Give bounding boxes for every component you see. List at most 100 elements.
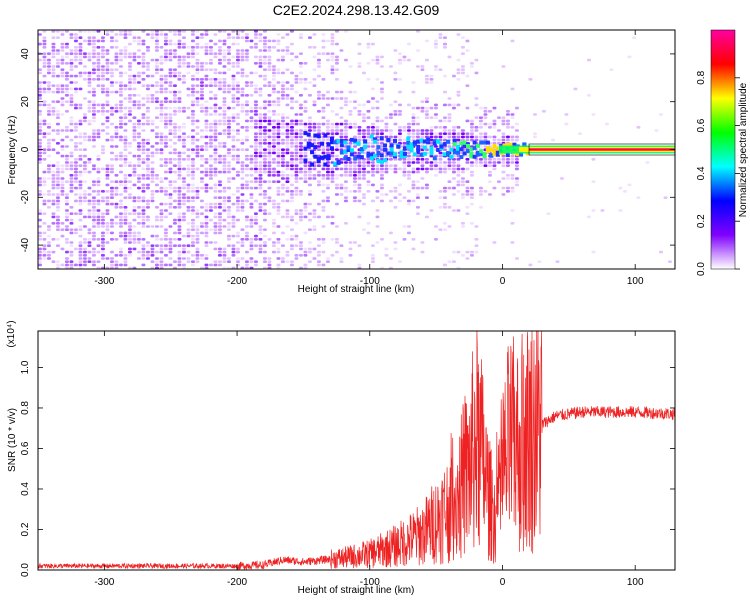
heatmap-cell [61, 180, 65, 183]
heatmap-cell [227, 161, 231, 164]
heatmap-cell [56, 174, 60, 177]
heatmap-cell [56, 264, 60, 267]
heatmap-cell [331, 177, 335, 180]
heatmap-cell [470, 164, 474, 167]
heatmap-cell [106, 232, 110, 235]
heatmap-cell [38, 104, 42, 107]
heatmap-cell [214, 171, 218, 174]
heatmap-cell [128, 248, 132, 251]
heatmap-cell [223, 206, 227, 209]
heatmap-cell [173, 164, 177, 167]
heatmap-cell [119, 49, 123, 52]
heatmap-cell [227, 62, 231, 65]
heatmap-cell [70, 68, 74, 71]
heatmap-cell [196, 187, 200, 190]
heatmap-cell [214, 225, 218, 228]
heatmap-cell [61, 97, 65, 100]
heatmap-cell [448, 161, 452, 164]
heatmap-cell [56, 59, 60, 62]
heatmap-cell [124, 209, 128, 212]
heatmap-cell [308, 174, 312, 177]
heatmap-cell [277, 123, 281, 126]
heatmap-cell [83, 254, 87, 257]
heatmap-cell [70, 219, 74, 222]
heatmap-cell [426, 138, 430, 142]
heatmap-cell [245, 251, 249, 254]
heatmap-cell [61, 84, 65, 87]
heatmap-cell [92, 94, 96, 97]
heatmap-cell [277, 174, 281, 177]
heatmap-cell [290, 72, 294, 75]
heatmap-cell [331, 52, 335, 55]
heatmap-cell [304, 248, 308, 251]
heatmap-cell [259, 75, 263, 78]
heatmap-cell [214, 174, 218, 177]
heatmap-cell [425, 110, 429, 113]
heatmap-cell [160, 203, 164, 206]
heatmap-cell [227, 91, 231, 94]
heatmap-cell [79, 132, 83, 135]
heatmap-cell [281, 94, 285, 97]
heatmap-cell [79, 225, 83, 228]
heatmap-cell [452, 164, 456, 167]
heatmap-cell [412, 180, 416, 183]
heatmap-cell [43, 152, 47, 155]
heatmap-cell [164, 244, 168, 247]
heatmap-cell [347, 157, 351, 161]
heatmap-cell [250, 244, 254, 247]
heatmap-cell [263, 212, 267, 215]
heatmap-cell [83, 113, 87, 116]
heatmap-cell [155, 107, 159, 110]
heatmap-cell [344, 129, 348, 132]
heatmap-cell [461, 196, 465, 199]
heatmap-cell [65, 251, 69, 254]
heatmap-cell [326, 184, 330, 187]
heatmap-cell [250, 94, 254, 97]
heatmap-cell [254, 56, 258, 59]
heatmap-cell [250, 238, 254, 241]
heatmap-cell [97, 84, 101, 87]
heatmap-cell [38, 59, 42, 62]
heatmap-cell [326, 40, 330, 43]
heatmap-cell [56, 222, 60, 225]
heatmap-cell [133, 200, 137, 203]
heatmap-cell [268, 145, 272, 148]
heatmap-cell [169, 187, 173, 190]
heatmap-cell [385, 116, 389, 119]
heatmap-cell [259, 56, 263, 59]
heatmap-cell [259, 177, 263, 180]
heatmap-cell [56, 161, 60, 164]
heatmap-cell [304, 203, 308, 206]
heatmap-cell [124, 161, 128, 164]
heatmap-cell [313, 212, 317, 215]
heatmap-cell [241, 184, 245, 187]
heatmap-cell [146, 46, 150, 49]
heatmap-cell [259, 142, 263, 145]
heatmap-cell [92, 104, 96, 107]
heatmap-cell [182, 78, 186, 81]
heatmap-cell [173, 238, 177, 241]
heatmap-cell [43, 244, 47, 247]
heatmap-cell [263, 196, 267, 199]
heatmap-cell [200, 145, 204, 148]
heatmap-cell [295, 132, 299, 135]
heatmap-cell [421, 110, 425, 113]
heatmap-cell [443, 196, 447, 199]
heatmap-cell [146, 94, 150, 97]
heatmap-cell [47, 52, 51, 55]
heatmap-cell [362, 161, 366, 164]
heatmap-cell [146, 116, 150, 119]
heatmap-cell [421, 161, 425, 164]
heatmap-cell [65, 155, 69, 158]
heatmap-cell [331, 168, 335, 171]
heatmap-cell [47, 59, 51, 62]
heatmap-cell [412, 136, 416, 139]
heatmap-cell [376, 78, 380, 81]
heatmap-cell [92, 40, 96, 43]
heatmap-cell [214, 97, 218, 100]
heatmap-cell [331, 132, 335, 135]
heatmap-cell [227, 244, 231, 247]
heatmap-cell [304, 180, 308, 183]
heatmap-cell [254, 62, 258, 65]
heatmap-cell [70, 164, 74, 167]
